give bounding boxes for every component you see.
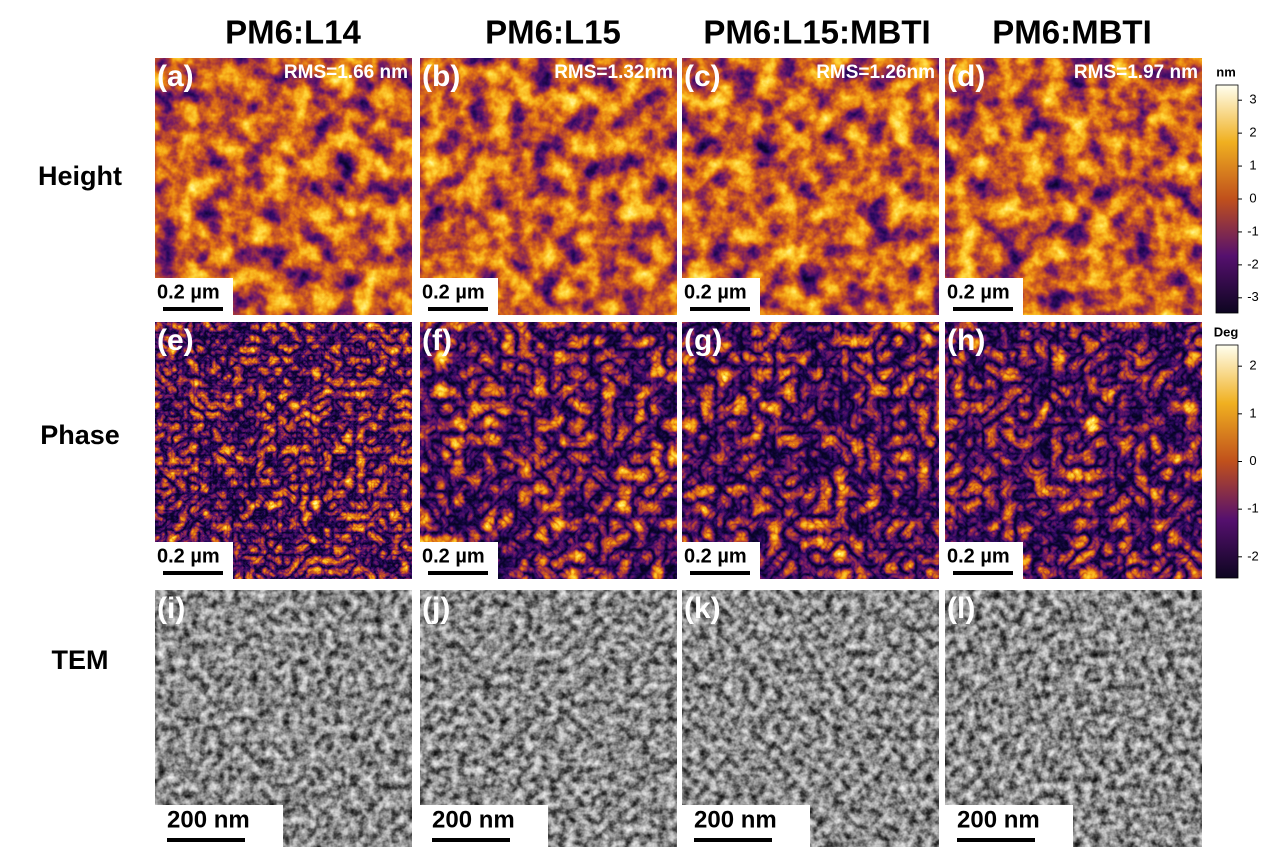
panel-image <box>420 590 677 847</box>
column-title: PM6:L15 <box>485 14 621 51</box>
rms-value: RMS=1.26nm <box>816 62 935 83</box>
scale-bar-label: 200 nm <box>957 806 1040 833</box>
colorbar-tick-label: -1 <box>1247 223 1259 238</box>
rms-value: RMS=1.32nm <box>554 62 673 83</box>
panel-image <box>420 322 677 579</box>
colorbar: nm 3 2 1 0 -1 -2 -3 <box>1215 64 1259 314</box>
colorbar-tick-label: 2 <box>1249 125 1256 140</box>
scale-bar <box>163 307 223 311</box>
scale-bar <box>163 571 223 575</box>
panel-label: (e) <box>157 324 194 357</box>
panel-image <box>945 322 1202 579</box>
panel-image <box>682 590 939 847</box>
colorbar-tick-label: 3 <box>1249 92 1256 107</box>
panel-label: (l) <box>947 592 975 625</box>
panel: (a) RMS=1.66 nm 0.2 µm <box>155 58 412 315</box>
colorbar-gradient <box>1215 344 1239 579</box>
scale-bar-label: 200 nm <box>694 806 777 833</box>
row-label: Phase <box>40 420 120 450</box>
colorbar-gradient <box>1215 84 1239 314</box>
scale-bar-label: 0.2 µm <box>947 281 1010 303</box>
colorbar-unit: Deg <box>1214 324 1239 339</box>
scale-bar-label: 200 nm <box>432 806 515 833</box>
row-label: TEM <box>52 645 109 675</box>
panel: (h) 0.2 µm <box>945 322 1202 579</box>
panel-label: (k) <box>684 592 721 625</box>
colorbar-tick-label: 1 <box>1249 158 1256 173</box>
panel: (l) 200 nm <box>945 590 1202 847</box>
scale-bar-label: 0.2 µm <box>422 545 485 567</box>
panel-label: (h) <box>947 324 985 357</box>
panel: (i) 200 nm <box>155 590 412 847</box>
scale-bar <box>953 307 1013 311</box>
colorbar-tick-label: 2 <box>1249 358 1256 373</box>
panel: (b) RMS=1.32nm 0.2 µm <box>420 58 677 315</box>
scale-bar-label: 0.2 µm <box>157 545 220 567</box>
colorbar-tick-label: -1 <box>1247 501 1259 516</box>
panel-image <box>682 322 939 579</box>
panel-label: (b) <box>422 60 460 93</box>
scale-bar-label: 0.2 µm <box>684 281 747 303</box>
panel-image <box>420 58 677 315</box>
panel-label: (i) <box>157 592 185 625</box>
rms-value: RMS=1.97 nm <box>1074 62 1198 83</box>
panel: (d) RMS=1.97 nm 0.2 µm <box>945 58 1202 315</box>
scale-bar-label: 0.2 µm <box>157 281 220 303</box>
panel: (c) RMS=1.26nm 0.2 µm <box>682 58 939 315</box>
scale-bar <box>428 571 488 575</box>
panel-image <box>155 322 412 579</box>
panel-label: (g) <box>684 324 722 357</box>
colorbar-tick-label: -3 <box>1247 289 1259 304</box>
column-title: PM6:L14 <box>225 14 361 51</box>
panel-image <box>155 590 412 847</box>
panel-label: (d) <box>947 60 985 93</box>
scale-bar <box>432 838 510 842</box>
colorbar-tick-label: 0 <box>1249 453 1256 468</box>
panel-label: (j) <box>422 592 450 625</box>
colorbar-tick-label: -2 <box>1247 548 1259 563</box>
colorbar: Deg 2 1 0 -1 -2 <box>1214 324 1259 579</box>
panel: (f) 0.2 µm <box>420 322 677 579</box>
scale-bar-label: 0.2 µm <box>684 545 747 567</box>
colorbar-tick-label: 0 <box>1249 190 1256 205</box>
panel-label: (c) <box>684 60 721 93</box>
scale-bar <box>690 307 750 311</box>
rms-value: RMS=1.66 nm <box>284 62 408 83</box>
scale-bar-label: 200 nm <box>167 806 250 833</box>
column-title: PM6:L15:MBTI <box>703 14 930 51</box>
panel-image <box>945 590 1202 847</box>
scale-bar-label: 0.2 µm <box>422 281 485 303</box>
panel: (e) 0.2 µm <box>155 322 412 579</box>
panel-image <box>155 58 412 315</box>
scale-bar <box>428 307 488 311</box>
colorbar-tick-label: 1 <box>1249 405 1256 420</box>
panel-label: (a) <box>157 60 194 93</box>
panel-image <box>682 58 939 315</box>
colorbar-tick-label: -2 <box>1247 256 1259 271</box>
scale-bar-label: 0.2 µm <box>947 545 1010 567</box>
scale-bar <box>953 571 1013 575</box>
panel-image <box>945 58 1202 315</box>
scale-bar <box>167 838 245 842</box>
panel: (g) 0.2 µm <box>682 322 939 579</box>
scale-bar <box>694 838 772 842</box>
scale-bar <box>957 838 1035 842</box>
panel: (k) 200 nm <box>682 590 939 847</box>
scale-bar <box>690 571 750 575</box>
panel-label: (f) <box>422 324 452 357</box>
panel: (j) 200 nm <box>420 590 677 847</box>
row-label: Height <box>38 161 122 191</box>
colorbar-unit: nm <box>1216 64 1236 79</box>
column-title: PM6:MBTI <box>992 14 1152 51</box>
